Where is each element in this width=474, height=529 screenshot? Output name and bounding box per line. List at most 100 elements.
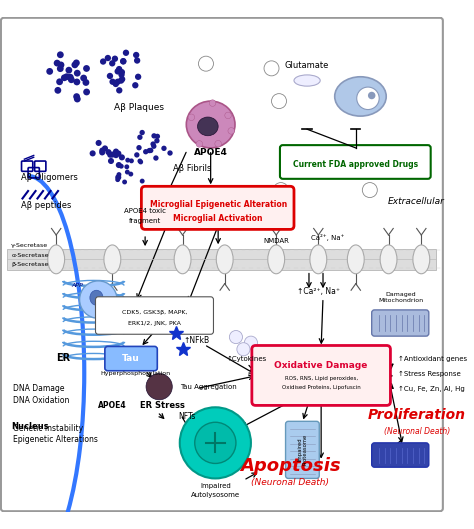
Text: Impaired: Impaired bbox=[200, 483, 231, 489]
Circle shape bbox=[73, 78, 80, 85]
Circle shape bbox=[74, 70, 81, 77]
Circle shape bbox=[146, 148, 152, 153]
Circle shape bbox=[56, 78, 63, 85]
Circle shape bbox=[65, 67, 72, 74]
Circle shape bbox=[137, 134, 143, 140]
Text: Nucleus: Nucleus bbox=[11, 422, 49, 431]
Circle shape bbox=[113, 152, 119, 158]
Circle shape bbox=[134, 152, 139, 158]
Text: Impaired
Proteasome: Impaired Proteasome bbox=[297, 434, 308, 465]
Text: ERK1/2, JNK, PKA: ERK1/2, JNK, PKA bbox=[128, 322, 181, 326]
Text: Microglial Activation: Microglial Activation bbox=[173, 214, 263, 223]
Circle shape bbox=[115, 79, 121, 85]
Circle shape bbox=[122, 179, 127, 185]
Circle shape bbox=[167, 150, 173, 156]
Circle shape bbox=[73, 59, 80, 66]
Circle shape bbox=[272, 94, 286, 108]
Text: ↑Cu, Fe, Zn, Al, Hg: ↑Cu, Fe, Zn, Al, Hg bbox=[398, 386, 465, 393]
Circle shape bbox=[180, 407, 251, 478]
Circle shape bbox=[154, 138, 160, 143]
FancyBboxPatch shape bbox=[372, 443, 429, 467]
Circle shape bbox=[209, 100, 216, 106]
Text: NFTs: NFTs bbox=[178, 413, 195, 422]
Ellipse shape bbox=[335, 77, 386, 116]
Circle shape bbox=[368, 92, 375, 99]
Circle shape bbox=[123, 50, 129, 56]
Circle shape bbox=[119, 154, 125, 160]
Ellipse shape bbox=[347, 245, 364, 274]
Text: Microglial Epigenetic Alteration: Microglial Epigenetic Alteration bbox=[149, 199, 287, 208]
Circle shape bbox=[115, 175, 121, 180]
Circle shape bbox=[73, 93, 80, 100]
Ellipse shape bbox=[48, 245, 64, 274]
Circle shape bbox=[115, 177, 120, 182]
Circle shape bbox=[134, 57, 140, 63]
Circle shape bbox=[102, 145, 108, 151]
Circle shape bbox=[113, 149, 119, 154]
Circle shape bbox=[135, 74, 141, 80]
Circle shape bbox=[137, 145, 142, 150]
Circle shape bbox=[195, 422, 236, 463]
Circle shape bbox=[119, 164, 124, 169]
FancyBboxPatch shape bbox=[372, 310, 429, 336]
Circle shape bbox=[67, 74, 73, 80]
Circle shape bbox=[215, 140, 221, 147]
Text: ↑NFkB: ↑NFkB bbox=[183, 336, 210, 345]
Circle shape bbox=[68, 76, 75, 83]
Circle shape bbox=[139, 130, 145, 135]
Text: Aβ peptides: Aβ peptides bbox=[20, 201, 71, 210]
Ellipse shape bbox=[413, 245, 430, 274]
Text: Aβ Fibrils: Aβ Fibrils bbox=[173, 165, 211, 174]
Circle shape bbox=[196, 141, 202, 147]
Text: ↑Stress Response: ↑Stress Response bbox=[398, 371, 461, 377]
Circle shape bbox=[150, 141, 156, 147]
Circle shape bbox=[148, 148, 154, 153]
Circle shape bbox=[61, 75, 68, 81]
Circle shape bbox=[63, 74, 70, 80]
Ellipse shape bbox=[380, 245, 397, 274]
Circle shape bbox=[96, 140, 102, 146]
Text: Ca²⁺, Na⁺: Ca²⁺, Na⁺ bbox=[311, 234, 345, 241]
Ellipse shape bbox=[104, 245, 121, 274]
Ellipse shape bbox=[186, 101, 235, 148]
Text: Aβ Oligomers: Aβ Oligomers bbox=[20, 173, 77, 182]
Ellipse shape bbox=[90, 290, 103, 305]
Circle shape bbox=[80, 281, 117, 318]
FancyBboxPatch shape bbox=[285, 421, 319, 478]
Circle shape bbox=[118, 77, 124, 84]
FancyBboxPatch shape bbox=[141, 186, 294, 230]
Circle shape bbox=[264, 61, 279, 76]
Text: ↑Cytokines: ↑Cytokines bbox=[227, 356, 267, 362]
Text: ER: ER bbox=[56, 353, 71, 363]
Text: CDK5, GSK3β, MAPK,: CDK5, GSK3β, MAPK, bbox=[122, 310, 187, 315]
Circle shape bbox=[119, 76, 125, 83]
Text: ↑Antioxidant genes: ↑Antioxidant genes bbox=[398, 356, 467, 362]
Text: APOE4: APOE4 bbox=[98, 401, 127, 410]
Circle shape bbox=[140, 179, 145, 184]
Circle shape bbox=[115, 150, 121, 157]
FancyBboxPatch shape bbox=[1, 18, 443, 511]
Circle shape bbox=[117, 172, 121, 177]
Circle shape bbox=[100, 58, 106, 65]
Circle shape bbox=[132, 82, 138, 88]
Text: Oxidative Damage: Oxidative Damage bbox=[274, 361, 368, 370]
Circle shape bbox=[125, 170, 130, 175]
Ellipse shape bbox=[268, 245, 284, 274]
Circle shape bbox=[120, 58, 127, 65]
Circle shape bbox=[143, 149, 148, 154]
Circle shape bbox=[74, 96, 81, 103]
Text: APOE4 toxic: APOE4 toxic bbox=[124, 208, 166, 214]
Circle shape bbox=[72, 61, 78, 68]
Circle shape bbox=[116, 162, 122, 168]
Circle shape bbox=[116, 66, 122, 72]
Text: fragment: fragment bbox=[129, 218, 161, 224]
Text: α-Secretase: α-Secretase bbox=[11, 252, 49, 258]
Ellipse shape bbox=[174, 245, 191, 274]
Circle shape bbox=[99, 148, 105, 153]
Text: Genetic Instability: Genetic Instability bbox=[13, 424, 83, 433]
Text: (Neuronal Death): (Neuronal Death) bbox=[251, 478, 329, 487]
Text: ↑Ca²⁺, Na⁺: ↑Ca²⁺, Na⁺ bbox=[297, 287, 340, 296]
Circle shape bbox=[151, 133, 157, 139]
Circle shape bbox=[113, 81, 119, 87]
FancyBboxPatch shape bbox=[95, 297, 213, 334]
